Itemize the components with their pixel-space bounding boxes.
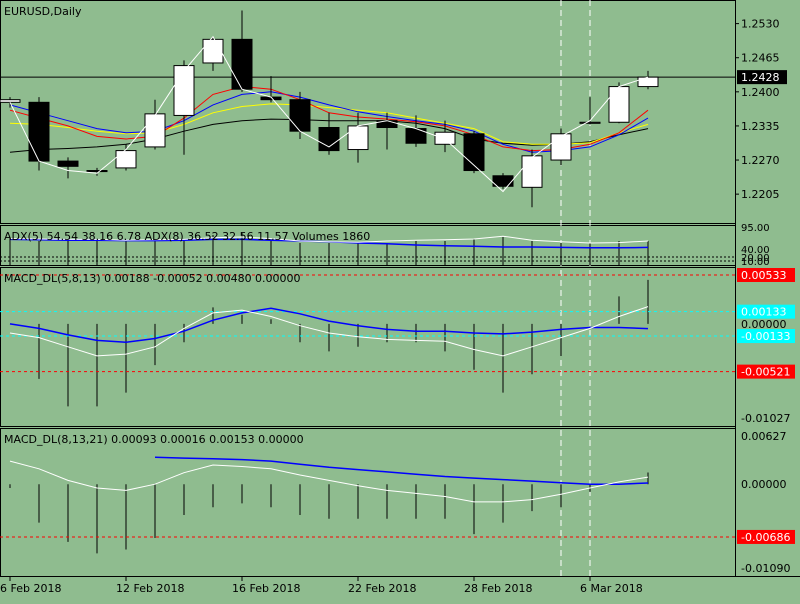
candle-14 <box>405 115 427 147</box>
candle-9 <box>260 76 282 103</box>
macd2-axis-badge-2 <box>737 529 795 544</box>
price-tick-label: 1.2400 <box>741 86 780 99</box>
candle-body <box>289 99 311 132</box>
price-tick-label: 1.2335 <box>741 120 780 133</box>
candle-body <box>0 99 21 103</box>
adx-tick-label: 10.00 <box>741 257 770 268</box>
macd2-main-line <box>9 460 649 503</box>
candle-body <box>347 125 369 151</box>
macd1-axis-badge-1 <box>737 304 795 319</box>
candle-2 <box>57 157 79 179</box>
candle-body <box>202 38 224 64</box>
candle-body <box>550 133 572 161</box>
current-price-badge <box>737 70 787 85</box>
time-axis-label: 16 Feb 2018 <box>232 582 300 595</box>
macd1-axis-label: -0.00521 <box>741 366 790 379</box>
adx-white-line <box>9 235 649 244</box>
time-axis-label: 12 Feb 2018 <box>116 582 184 595</box>
candle-19 <box>550 128 572 166</box>
macd1-axis-badge-3 <box>737 329 795 344</box>
ma-yellow-line <box>9 103 649 145</box>
price-tick-label: 1.2270 <box>741 154 780 167</box>
adx-header: ADX(5) 54.54 38.16 6.78 ADX(8) 36.52 32.… <box>4 230 370 243</box>
candle-1 <box>28 97 50 171</box>
macd2-axis-label: 0.00627 <box>741 430 787 443</box>
candle-7 <box>202 36 224 71</box>
candle-18 <box>521 149 543 208</box>
candle-21 <box>608 82 630 124</box>
candle-body <box>434 131 456 145</box>
candle-4 <box>115 144 137 171</box>
candle-body <box>579 121 601 124</box>
time-axis-label: 28 Feb 2018 <box>464 582 532 595</box>
candle-15 <box>434 120 456 153</box>
price-overlay-line <box>9 35 649 193</box>
candle-body <box>231 38 253 90</box>
macd1-axis-label: -0.01027 <box>741 412 790 425</box>
candle-body <box>57 160 79 167</box>
candle-20 <box>579 97 601 125</box>
candle-3 <box>86 167 108 176</box>
macd2-signal-line <box>154 456 649 485</box>
candle-body <box>492 175 514 187</box>
candle-5 <box>144 99 166 150</box>
macd2-header: MACD_DL(8,13,21) 0.00093 0.00016 0.00153… <box>4 433 304 446</box>
price-tick-label: 1.2205 <box>741 188 780 201</box>
candle-body <box>86 170 108 173</box>
candle-11 <box>318 112 340 155</box>
candle-17 <box>492 173 514 189</box>
macd2-axis-label: 0.00000 <box>741 478 787 491</box>
candle-body <box>637 76 659 88</box>
macd1-main-line <box>9 306 649 357</box>
adx-tick-label: 20.00 <box>741 253 770 264</box>
pane-frame-m1 <box>0 267 736 427</box>
time-axis-label: 22 Feb 2018 <box>348 582 416 595</box>
macd1-axis-label: -0.00133 <box>741 330 790 343</box>
time-axis-label: 6 Feb 2018 <box>0 582 61 595</box>
current-price-label: 1.2428 <box>741 71 780 84</box>
macd1-axis-label: 0.00133 <box>741 306 787 319</box>
macd1-signal-line <box>9 307 649 343</box>
macd1-axis-label: 0.00533 <box>741 269 787 282</box>
adx-tick-label: 40.00 <box>741 245 770 256</box>
candle-6 <box>173 60 195 155</box>
candle-8 <box>231 10 253 92</box>
candle-16 <box>463 131 485 174</box>
adx-tick-label: 95.00 <box>741 223 770 234</box>
macd1-axis-badge-4 <box>737 364 795 379</box>
chart-title: EURUSD,Daily <box>4 5 82 18</box>
time-axis-label: 6 Mar 2018 <box>580 582 643 595</box>
candle-body <box>28 101 50 162</box>
price-tick-label: 1.2530 <box>741 18 780 31</box>
candle-22 <box>637 70 659 90</box>
macd1-axis-badge-0 <box>737 268 795 282</box>
ma-blue-line <box>9 91 649 153</box>
candle-body <box>144 113 166 148</box>
macd2-axis-label: -0.00686 <box>741 531 790 544</box>
pane-frame-m2 <box>0 428 736 577</box>
macd2-axis-label: -0.01090 <box>741 562 790 575</box>
price-tick-label: 1.2465 <box>741 52 780 65</box>
candle-body <box>173 65 195 116</box>
macd1-header: MACD_DL(5,8,13) 0.00188 -0.00052 0.00480… <box>4 272 301 285</box>
macd1-axis-label: 0.00000 <box>741 318 787 331</box>
candle-body <box>521 155 543 188</box>
candle-body <box>608 86 630 123</box>
candle-body <box>115 150 137 169</box>
